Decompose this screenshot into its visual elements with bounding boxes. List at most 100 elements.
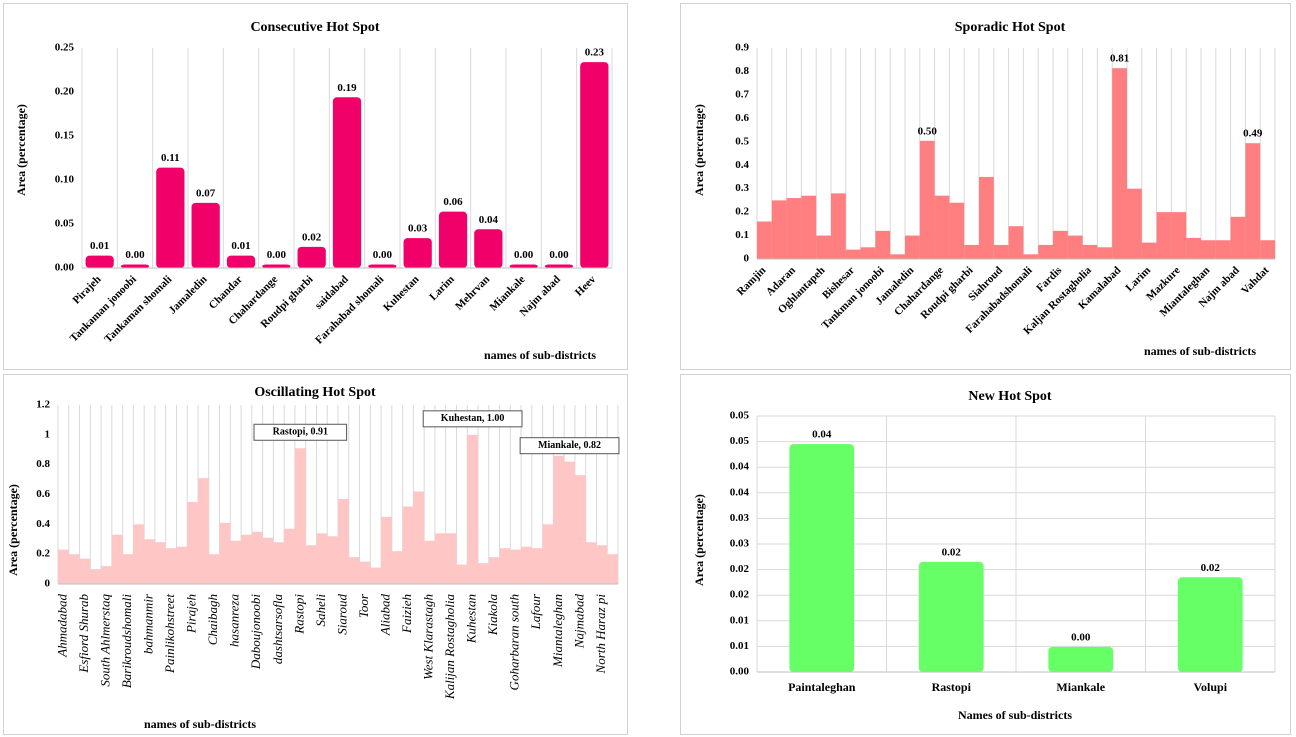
y-tick-label: 0.05 [55, 218, 75, 230]
bar [845, 249, 861, 259]
x-axis-title: names of sub-districts [144, 717, 256, 731]
bar [531, 548, 543, 584]
bar [831, 193, 846, 259]
bar [370, 567, 382, 584]
y-tick-label: 0.7 [735, 88, 749, 100]
x-tick-label: Najmabad [571, 594, 586, 650]
bar [111, 534, 123, 584]
bar [381, 516, 392, 584]
bar [413, 491, 425, 584]
panel [3, 3, 628, 370]
data-label: 0.01 [231, 240, 250, 252]
bar [402, 506, 414, 584]
bar [1008, 226, 1024, 259]
bar [574, 475, 586, 584]
y-tick-label: 0 [45, 578, 51, 590]
x-tick-label: Volupi [1193, 680, 1227, 694]
y-tick-label: 0.9 [735, 42, 749, 54]
x-tick-label: Painlikohstreet [162, 594, 177, 674]
bar [521, 546, 532, 584]
data-label: 0.00 [267, 249, 287, 261]
bar [176, 546, 188, 584]
bar [305, 545, 317, 584]
x-tick-label: Siaroud [334, 594, 349, 635]
bar [154, 542, 166, 584]
bar [391, 551, 403, 584]
data-label: 0.19 [337, 82, 357, 94]
bar [553, 455, 565, 584]
data-label: 0.50 [918, 125, 938, 137]
bar [1048, 646, 1114, 672]
bar [165, 548, 177, 584]
bar [226, 255, 256, 268]
bar [890, 254, 905, 259]
data-label: 0.04 [479, 214, 499, 226]
bar [918, 561, 984, 672]
y-tick-label: 0.05 [730, 410, 750, 422]
y-tick-label: 0.03 [730, 538, 750, 550]
bar [544, 264, 574, 268]
bar [90, 569, 102, 584]
panel [680, 374, 1291, 735]
x-tick-label: Chaibagh [205, 594, 220, 645]
data-label: 0.03 [408, 223, 428, 235]
callout-box [253, 423, 348, 441]
y-axis-title: Area (percentage) [14, 104, 28, 196]
bar [1023, 254, 1039, 259]
bar [133, 524, 145, 584]
y-tick-label: 0.3 [735, 182, 749, 194]
bar [438, 211, 468, 268]
bar [467, 434, 478, 584]
bar [316, 533, 328, 584]
bar [934, 195, 950, 259]
data-label: 0.01 [90, 240, 109, 252]
x-tick-label: dashtsarsofla [270, 594, 285, 665]
bar [262, 264, 291, 268]
x-tick-label: hasanreza [227, 594, 242, 647]
y-axis-title: Area (percentage) [6, 484, 20, 576]
data-label: 0.00 [549, 249, 569, 261]
y-tick-label: 0 [744, 253, 750, 265]
callout-box [422, 410, 523, 428]
data-label: 0.00 [125, 249, 145, 261]
bar [979, 176, 994, 259]
bar [424, 540, 435, 584]
bar [949, 202, 965, 259]
bar [434, 533, 446, 584]
x-tick-label: Pirajeh [184, 594, 199, 634]
x-axis-title: names of sub-districts [1144, 344, 1256, 358]
bar [488, 557, 500, 584]
x-tick-label: Faizieh [399, 594, 414, 634]
data-label: 0.23 [585, 47, 605, 59]
bar [1053, 230, 1068, 259]
y-tick-label: 0.02 [730, 589, 750, 601]
y-tick-label: 0.10 [55, 174, 75, 186]
bar [993, 244, 1009, 259]
bar [499, 548, 511, 584]
y-tick-label: 0.2 [735, 206, 749, 218]
x-tick-label: Lafour [528, 593, 543, 630]
bar [368, 264, 397, 268]
y-tick-label: 0.05 [730, 435, 750, 447]
x-tick-label: Kuhestan [464, 594, 479, 644]
data-label: 0.00 [1071, 631, 1091, 643]
bar [580, 62, 609, 268]
bar [101, 566, 112, 584]
x-tick-label: Miankale [1056, 680, 1105, 694]
y-tick-label: 0.03 [730, 512, 750, 524]
data-label: 0.49 [1243, 128, 1263, 140]
bar [332, 97, 362, 268]
y-tick-label: 0.15 [55, 130, 75, 142]
bar [156, 167, 185, 268]
y-tick-label: 1 [45, 428, 51, 440]
callout-box [519, 437, 620, 455]
bar [338, 498, 349, 584]
bar [79, 558, 91, 584]
y-tick-label: 1.2 [36, 399, 50, 411]
bar [1230, 216, 1246, 259]
bar [219, 522, 231, 584]
x-tick-label: Kiakola [485, 594, 500, 637]
bar [348, 557, 360, 584]
bar [919, 140, 935, 259]
